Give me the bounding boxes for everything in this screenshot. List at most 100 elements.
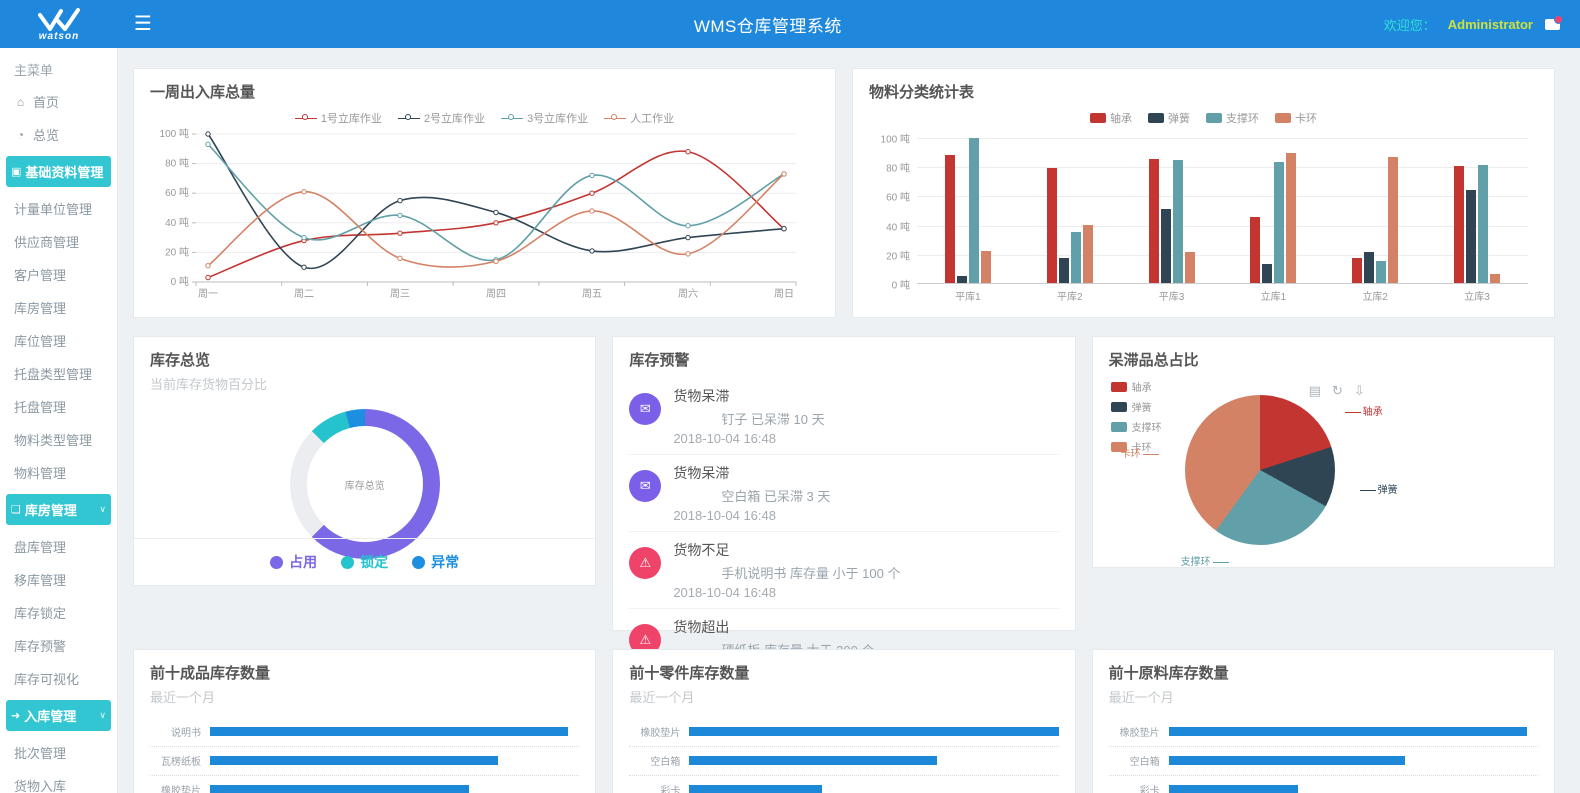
bar xyxy=(1376,261,1387,283)
alert-desc: 手机说明书 库存量 小于 100 个 xyxy=(721,566,901,581)
sidebar-item-8[interactable]: 库位管理 xyxy=(0,324,117,357)
sidebar-item-20[interactable]: 批次管理 xyxy=(0,736,117,769)
alert-row[interactable]: ✉ 货物呆滞 空白箱 已呆滞 3 天 2018-10-04 16:48 xyxy=(629,455,1059,532)
sidebar-item-16[interactable]: 库存锁定 xyxy=(0,596,117,629)
sidebar-menu: 主菜单 ⌂ 首页 ◔ 总览 ▣ 基础资料管理 计量单位管理 供应商管理 客户管理 库房管理 库位管理托… xyxy=(0,48,117,793)
inbound-icon: ➜ xyxy=(11,710,21,722)
hbar-row: 空白箱 xyxy=(1108,747,1538,776)
bar xyxy=(1046,167,1057,283)
folder-icon: ▣ xyxy=(11,166,22,178)
hbar xyxy=(1168,756,1406,765)
hbar xyxy=(210,785,469,793)
weekly-io-line-chart: 0 吨 20 吨 40 吨 60 吨 80 吨 100 吨周一 周二 周三 周四 周五 周六 周日 xyxy=(150,126,819,309)
alert-desc: 空白箱 已呆滞 3 天 xyxy=(721,489,831,504)
data-view-icon[interactable]: ▤ xyxy=(1308,383,1321,398)
sidebar-item-label: 物料类型管理 xyxy=(14,433,93,448)
sidebar-item-1[interactable]: ⌂ 首页 xyxy=(0,85,117,118)
card-title: 前十原料库存数量 xyxy=(1108,665,1229,682)
sidebar-item-4[interactable]: 计量单位管理 xyxy=(0,192,117,225)
sidebar-item-9[interactable]: 托盘类型管理 xyxy=(0,357,117,390)
sidebar-item-6[interactable]: 客户管理 xyxy=(0,258,117,291)
sidebar-item-label: 货物入库 xyxy=(14,779,67,793)
legend-item[interactable]: 异常 xyxy=(412,552,459,572)
sidebar-item-2[interactable]: ◔ 总览 xyxy=(0,118,117,151)
message-icon[interactable] xyxy=(1545,14,1563,30)
svg-text:80 吨: 80 吨 xyxy=(165,157,189,170)
sidebar-item-15[interactable]: 移库管理 xyxy=(0,563,117,596)
alert-row[interactable]: ✉ 货物呆滞 钉子 已呆滞 10 天 2018-10-04 16:48 xyxy=(629,378,1059,455)
legend-item[interactable]: 卡环 xyxy=(1110,439,1162,454)
inventory-donut-chart: 库存总览 xyxy=(289,409,440,559)
top-finished-hbar-chart: 说明书瓦楞纸板橡胶垫片空白箱 xyxy=(150,718,580,793)
pie-callout-label: 支撑环 xyxy=(1181,553,1231,568)
bar xyxy=(1160,208,1171,283)
sidebar-item-17[interactable]: 库存预警 xyxy=(0,629,117,662)
main-content: 一周出入库总量 1号立库作业 2号立库作业 3号立库作业 人工作业 0 吨 20 吨 40… xyxy=(118,48,1580,793)
legend-item[interactable]: 占用 xyxy=(270,552,317,572)
sidebar-item-19[interactable]: ➜ 入库管理 ∨ xyxy=(6,700,111,731)
sidebar-item-label: 供应商管理 xyxy=(14,235,80,250)
legend-item[interactable]: 2号立库作业 xyxy=(397,110,485,126)
sidebar-item-7[interactable]: 库房管理 xyxy=(0,291,117,324)
sidebar-item-label: 总览 xyxy=(33,128,60,143)
svg-text:20 吨: 20 吨 xyxy=(165,245,189,258)
legend-item[interactable]: 轴承 xyxy=(1090,110,1132,126)
chart-toolbox: ▤ ↻ ⇩ xyxy=(1309,383,1365,399)
alert-icon: ⚠ xyxy=(629,547,662,579)
username[interactable]: Administrator xyxy=(1447,16,1533,32)
logo-check-icon xyxy=(38,7,80,31)
legend-item[interactable]: 人工作业 xyxy=(604,110,674,126)
chevron-down-icon: ∨ xyxy=(99,710,106,720)
sidebar-item-label: 物料管理 xyxy=(14,466,67,481)
sidebar-item-label: 盘库管理 xyxy=(14,540,67,555)
card-title: 库存总览 xyxy=(150,352,211,369)
hbar-label: 空白箱 xyxy=(1129,757,1160,768)
download-icon[interactable]: ⇩ xyxy=(1353,383,1365,398)
sidebar-item-13[interactable]: ❏ 库房管理 ∨ xyxy=(6,494,111,525)
legend-item[interactable]: 支撑环 xyxy=(1206,110,1259,126)
card-top-parts: 前十零件库存数量 最近一个月 橡胶垫片空白箱彩卡说明书 xyxy=(612,649,1076,793)
card-title: 前十零件库存数量 xyxy=(629,665,750,682)
sidebar-item-14[interactable]: 盘库管理 xyxy=(0,530,117,563)
sidebar-item-21[interactable]: 货物入库 xyxy=(0,769,117,793)
hamburger-icon[interactable]: ☰ xyxy=(134,13,152,35)
sidebar-item-18[interactable]: 库存可视化 xyxy=(0,662,117,695)
legend-item[interactable]: 支撑环 xyxy=(1110,419,1162,434)
bar xyxy=(1352,258,1363,283)
hbar-row: 彩卡 xyxy=(629,776,1058,793)
svg-text:0 吨: 0 吨 xyxy=(171,275,189,288)
hbar-row: 空白箱 xyxy=(629,747,1059,776)
card-title: 一周出入库总量 xyxy=(150,84,256,101)
hbar xyxy=(689,727,1059,736)
legend-item[interactable]: 轴承 xyxy=(1110,379,1162,394)
bar xyxy=(1082,224,1093,283)
legend-item[interactable]: 3号立库作业 xyxy=(501,110,588,126)
hbar-label: 彩卡 xyxy=(660,786,681,793)
card-title: 库存预警 xyxy=(629,352,690,369)
hbar xyxy=(1168,785,1298,793)
sidebar-item-11[interactable]: 物料类型管理 xyxy=(0,423,117,456)
sidebar-item-12[interactable]: 物料管理 xyxy=(0,456,117,489)
sidebar-item-label: 库存预警 xyxy=(14,639,67,654)
legend-item[interactable]: 弹簧 xyxy=(1148,110,1190,126)
hbar-label: 空白箱 xyxy=(650,757,681,768)
legend-item[interactable]: 1号立库作业 xyxy=(294,110,382,126)
hbar-row: 彩卡 xyxy=(1109,776,1538,793)
bar xyxy=(1286,153,1297,283)
sidebar-item-5[interactable]: 供应商管理 xyxy=(0,225,117,258)
svg-text:100 吨: 100 吨 xyxy=(160,127,189,140)
alert-row[interactable]: ⚠ 货物不足 手机说明书 库存量 小于 100 个 2018-10-04 16:48 xyxy=(629,532,1059,609)
legend-item[interactable]: 锁定 xyxy=(341,552,388,572)
chevron-down-icon: ∨ xyxy=(99,504,106,514)
card-top-raw: 前十原料库存数量 最近一个月 橡胶垫片空白箱彩卡说明书 xyxy=(1091,649,1555,793)
hbar-label: 瓦楞纸板 xyxy=(161,757,201,768)
legend-item[interactable]: 弹簧 xyxy=(1110,399,1162,414)
svg-text:周四: 周四 xyxy=(486,288,506,300)
sidebar-item-10[interactable]: 托盘管理 xyxy=(0,390,117,423)
sidebar-item-3[interactable]: ▣ 基础资料管理 xyxy=(6,156,111,187)
refresh-icon[interactable]: ↻ xyxy=(1331,383,1343,398)
card-title: 呆滞品总占比 xyxy=(1108,352,1199,369)
alert-desc: 钉子 已呆滞 10 天 xyxy=(721,412,825,427)
legend-item[interactable]: 卡环 xyxy=(1275,110,1317,126)
alert-title: 货物呆滞 xyxy=(673,388,730,404)
